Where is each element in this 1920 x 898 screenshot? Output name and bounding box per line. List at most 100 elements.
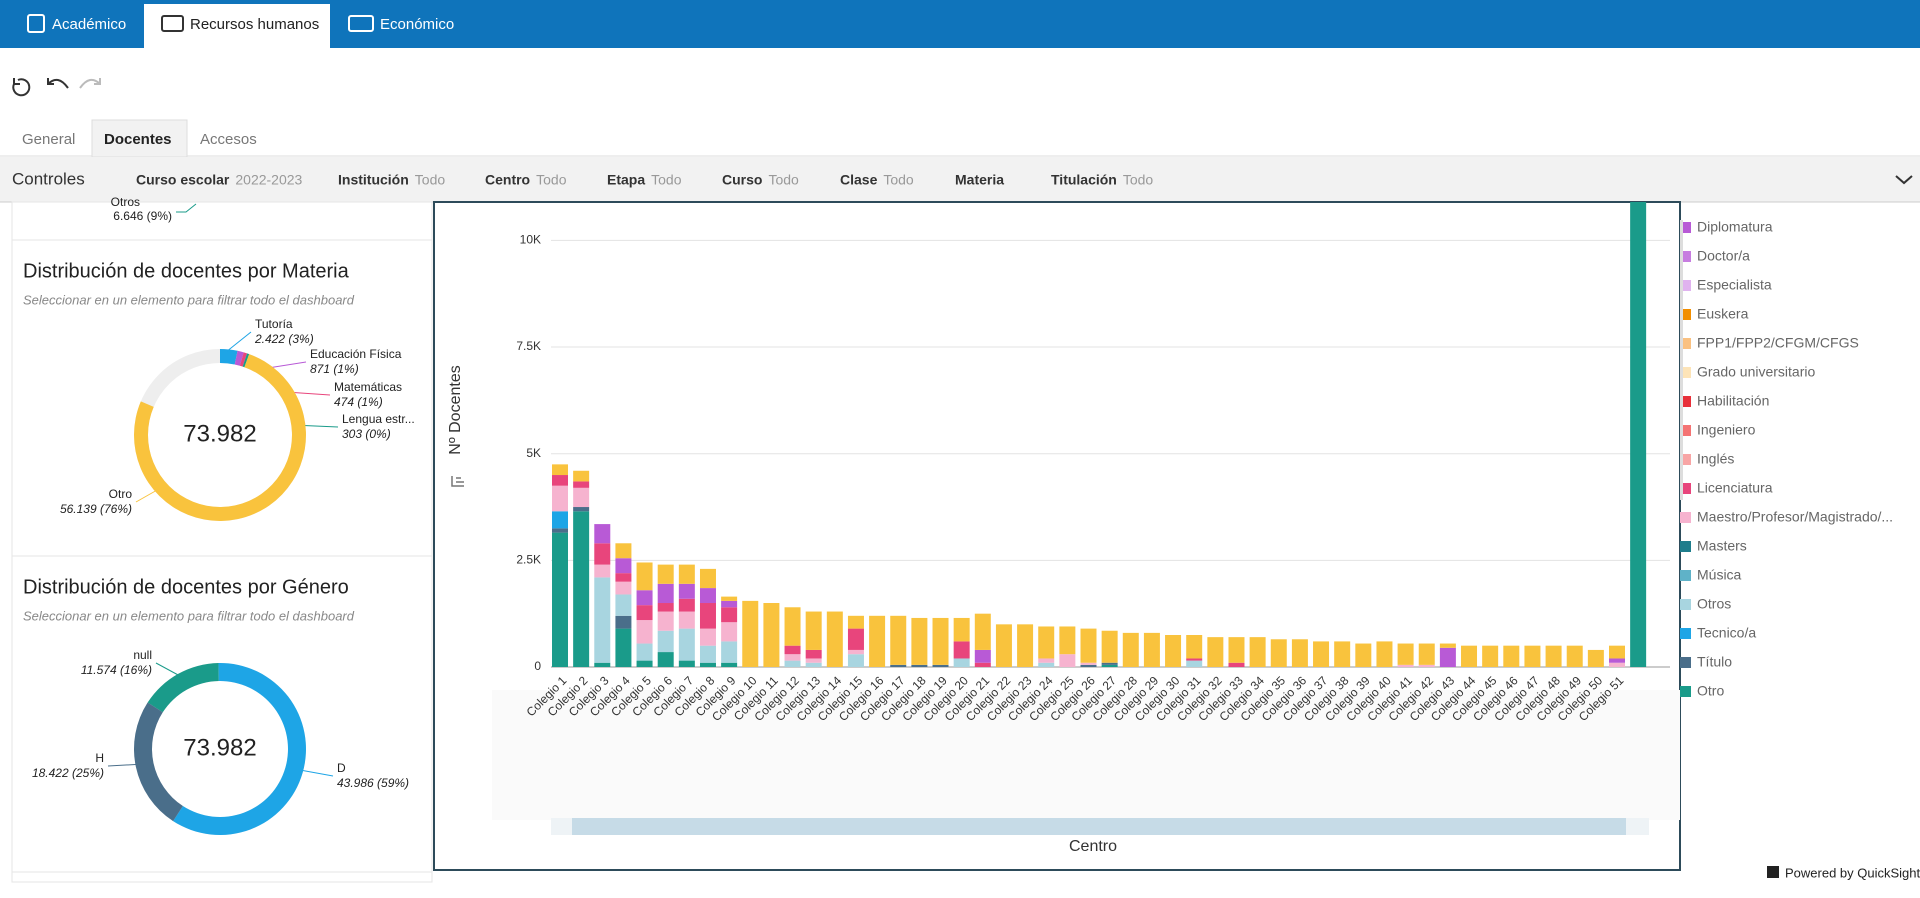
bar-segment[interactable]	[1101, 630, 1118, 663]
donut-slice[interactable]	[234, 350, 244, 366]
bar-segment[interactable]	[1334, 641, 1351, 667]
legend-label[interactable]: FPP1/FPP2/CFGM/CFGS	[1697, 335, 1859, 351]
legend-swatch[interactable]	[1680, 367, 1691, 378]
sheet-tab-active[interactable]	[91, 119, 188, 158]
bar-segment[interactable]	[890, 615, 907, 665]
bar-segment[interactable]	[932, 664, 949, 667]
control-label[interactable]: Clase	[840, 172, 878, 188]
bar-segment[interactable]	[1165, 635, 1182, 667]
bar-segment[interactable]	[1524, 645, 1541, 667]
bar-segment[interactable]	[890, 664, 907, 667]
bar-segment[interactable]	[1439, 647, 1456, 667]
nav-tab-active[interactable]	[144, 4, 330, 48]
bar-segment[interactable]	[1101, 662, 1118, 665]
bar-segment[interactable]	[1228, 637, 1245, 663]
bar-segment[interactable]	[636, 660, 653, 667]
legend-swatch[interactable]	[1680, 338, 1691, 349]
control-label[interactable]: Centro	[485, 172, 530, 188]
bar-segment[interactable]	[552, 511, 568, 529]
bar-segment[interactable]	[594, 543, 611, 565]
legend-swatch[interactable]	[1680, 570, 1691, 581]
bar-segment[interactable]	[1038, 626, 1055, 659]
undo-icon[interactable]	[47, 78, 69, 89]
bar-segment[interactable]	[636, 620, 653, 644]
legend-label[interactable]: Tecnico/a	[1697, 625, 1756, 641]
bar-segment[interactable]	[932, 617, 949, 665]
bar-segment[interactable]	[784, 607, 801, 646]
legend-label[interactable]: Título	[1697, 654, 1732, 670]
bar-segment[interactable]	[615, 615, 632, 629]
legend-swatch[interactable]	[1680, 628, 1691, 639]
bar-segment[interactable]	[1609, 645, 1625, 659]
nav-tab[interactable]: Económico	[380, 16, 454, 33]
bar-segment[interactable]	[1291, 639, 1308, 667]
bar-segment[interactable]	[699, 568, 716, 589]
bar-segment[interactable]	[573, 470, 590, 482]
bar-segment[interactable]	[1017, 624, 1034, 667]
bar-segment[interactable]	[721, 596, 738, 601]
legend-label[interactable]: Doctor/a	[1697, 248, 1750, 264]
bar-segment[interactable]	[552, 532, 568, 667]
bar-segment[interactable]	[1503, 645, 1520, 667]
bar-segment[interactable]	[1101, 664, 1118, 667]
legend-swatch[interactable]	[1680, 425, 1691, 436]
bar-segment[interactable]	[573, 507, 590, 512]
control-value[interactable]: Todo	[1123, 172, 1154, 188]
bar-segment[interactable]	[657, 564, 674, 584]
bar-segment[interactable]	[1080, 628, 1097, 663]
bar-segment[interactable]	[699, 662, 716, 667]
bar-segment[interactable]	[1270, 639, 1287, 667]
control-value[interactable]: 2022-2023	[235, 172, 302, 188]
control-label[interactable]: Materia	[955, 172, 1004, 188]
bar-segment[interactable]	[678, 611, 695, 629]
legend-label[interactable]: Maestro/Profesor/Magistrado/...	[1697, 509, 1893, 525]
bar-segment[interactable]	[911, 664, 928, 667]
bar-segment[interactable]	[1080, 664, 1097, 667]
bar-segment[interactable]	[869, 615, 886, 667]
bar-segment[interactable]	[847, 628, 864, 650]
bar-segment[interactable]	[1566, 645, 1583, 667]
bar-segment[interactable]	[699, 628, 716, 646]
scrollbar-thumb[interactable]	[572, 818, 1626, 835]
bar-segment[interactable]	[953, 617, 970, 642]
bar-segment[interactable]	[1609, 662, 1625, 667]
bar-segment[interactable]	[847, 615, 864, 629]
bar-segment[interactable]	[1059, 654, 1076, 667]
bar-segment[interactable]	[1418, 664, 1435, 667]
bar-segment[interactable]	[699, 588, 716, 604]
bar-segment[interactable]	[763, 603, 780, 667]
control-label[interactable]: Titulación	[1051, 172, 1117, 188]
bar-segment[interactable]	[573, 481, 590, 488]
bar-segment[interactable]	[1439, 643, 1456, 648]
donut-slice[interactable]	[239, 352, 248, 367]
sheet-tab[interactable]: General	[22, 131, 75, 148]
bar-segment[interactable]	[784, 660, 801, 667]
bar-segment[interactable]	[1186, 660, 1203, 667]
bar-segment[interactable]	[1228, 662, 1245, 667]
control-value[interactable]: Todo	[415, 172, 446, 188]
bar-segment[interactable]	[1059, 626, 1076, 655]
nav-tab[interactable]: Recursos humanos	[190, 16, 319, 33]
donut-slice[interactable]	[147, 663, 219, 713]
legend-swatch[interactable]	[1680, 396, 1691, 407]
bar-segment[interactable]	[615, 573, 632, 582]
bar-segment[interactable]	[721, 622, 738, 642]
bar-segment[interactable]	[1038, 662, 1055, 667]
bar-segment[interactable]	[552, 485, 568, 512]
legend-swatch[interactable]	[1680, 686, 1691, 697]
legend-swatch[interactable]	[1680, 483, 1691, 494]
bar-segment[interactable]	[1313, 641, 1330, 667]
bar-segment[interactable]	[1545, 645, 1562, 667]
bar-segment[interactable]	[1355, 643, 1372, 667]
legend-swatch[interactable]	[1680, 599, 1691, 610]
bar-segment[interactable]	[805, 658, 822, 663]
donut-slice[interactable]	[242, 353, 250, 368]
bar-segment[interactable]	[721, 662, 738, 667]
bar-segment[interactable]	[615, 594, 632, 616]
control-label[interactable]: Curso	[722, 172, 762, 188]
bar-segment[interactable]	[1587, 649, 1604, 667]
control-value[interactable]: Todo	[768, 172, 799, 188]
bar-segment[interactable]	[1186, 658, 1203, 661]
bar-segment[interactable]	[636, 590, 653, 606]
sheet-tab[interactable]: Docentes	[104, 131, 172, 148]
